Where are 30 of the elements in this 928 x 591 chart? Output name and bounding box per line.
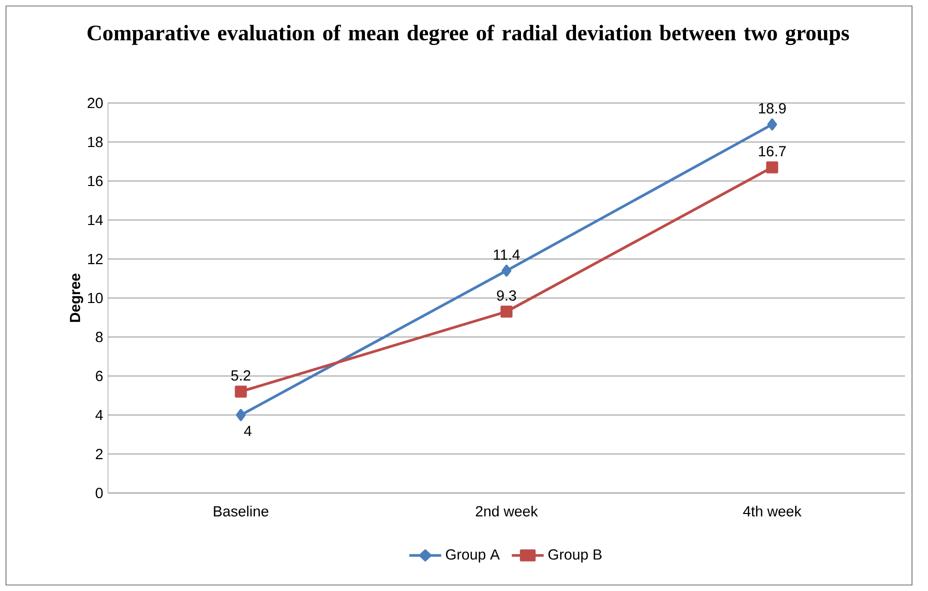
y-tick-label: 12	[88, 254, 103, 264]
point	[767, 118, 778, 130]
chart-title: Comparative evaluation of mean degree of radial deviation between two groups	[88, 24, 849, 46]
y-tick-label: 8	[96, 332, 103, 342]
point	[502, 264, 512, 277]
y-tick-label: 2	[96, 448, 103, 460]
point	[766, 161, 778, 174]
x-tick-label: 2nd week	[476, 506, 538, 516]
y-tick-label: 10	[88, 292, 103, 304]
y-tick-label: 20	[88, 98, 103, 108]
data-label: 5.2	[231, 370, 250, 381]
x-tick-label: Baseline	[214, 506, 268, 516]
y-axis-title: Degree	[70, 274, 84, 322]
data-label: 11.4	[494, 250, 520, 260]
point	[236, 408, 246, 421]
point	[234, 386, 247, 398]
data-label: 9.3	[497, 290, 516, 301]
data-label: 4	[244, 426, 252, 436]
y-tick-label: 14	[88, 214, 103, 226]
legend-label: Group A	[446, 549, 500, 563]
y-tick-label: 6	[96, 370, 103, 382]
legend-label: Group B	[548, 549, 602, 563]
y-tick-label: 16	[88, 176, 103, 186]
y-tick-label: 4	[95, 410, 103, 420]
y-tick-label: 18	[88, 136, 103, 148]
y-tick-label: 0	[96, 488, 103, 498]
data-label: 18.9	[759, 103, 786, 114]
point	[500, 306, 513, 318]
x-tick-label: 4th week	[743, 506, 802, 516]
data-label: 16.7	[759, 146, 786, 156]
